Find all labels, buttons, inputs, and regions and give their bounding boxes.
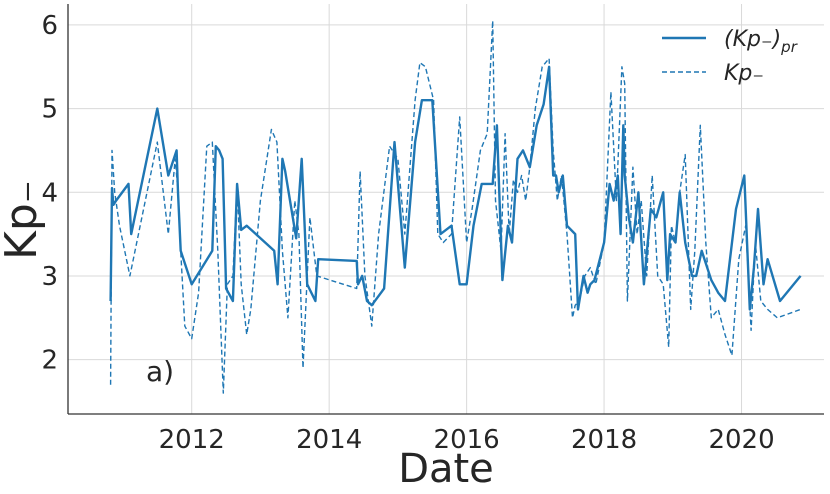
y-tick-label: 2 [41,346,58,376]
x-axis-title: Date [398,446,494,492]
predicted-series-line [109,65,802,311]
y-tick-label: 4 [41,178,58,208]
legend: (Kp₋)pr Kp₋ [662,27,798,86]
legend-label-predicted-sub: pr [780,38,798,56]
axes [67,4,824,415]
x-tick-label: 2014 [296,425,362,455]
panel-label: a) [146,355,174,388]
grid-lines [68,4,824,414]
y-tick-label: 3 [41,262,58,292]
legend-label-observed: Kp₋ [724,61,764,86]
y-tick-label: 6 [41,11,58,41]
tick-labels: 2012 2014 2016 2018 2020 2 3 4 5 6 [41,11,774,455]
legend-label-predicted: (Kp₋)pr [724,27,798,56]
x-tick-label: 2012 [159,425,225,455]
x-tick-label: 2016 [434,425,500,455]
y-axis-title: Kp₋ [0,180,47,260]
x-tick-label: 2018 [571,425,637,455]
y-tick-label: 5 [41,95,58,125]
series-lines [109,20,802,394]
legend-label-predicted-main: (Kp₋) [724,27,781,52]
x-tick-label: 2020 [708,425,774,455]
